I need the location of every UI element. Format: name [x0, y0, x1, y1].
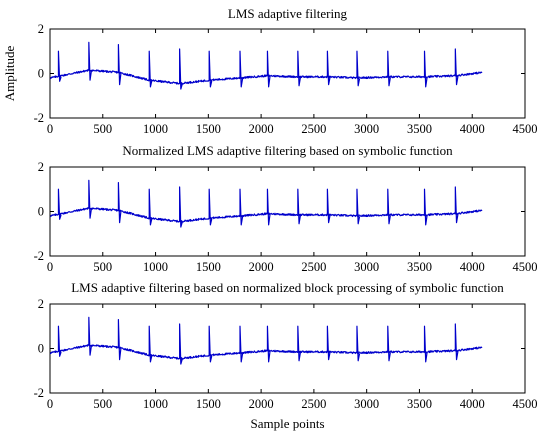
- x-tick-label: 1500: [196, 122, 221, 136]
- axes-frame: [49, 166, 526, 257]
- y-tick-label: 0: [38, 205, 44, 219]
- x-tick-label: 3000: [354, 397, 379, 411]
- signal-line: [49, 41, 483, 90]
- x-tick-label: 4500: [513, 397, 538, 411]
- axes-frame: [49, 303, 526, 394]
- x-tick-label: 3500: [407, 122, 432, 136]
- y-tick-label: -2: [34, 386, 44, 400]
- subplot-3: LMS adaptive filtering based on normaliz…: [34, 280, 538, 431]
- y-tick-label: 0: [38, 342, 44, 356]
- x-tick-label: 4500: [513, 122, 538, 136]
- y-axis-label: Amplitude: [2, 45, 17, 101]
- subplot-title: LMS adaptive filtering based on normaliz…: [71, 280, 504, 295]
- x-tick-label: 1000: [143, 397, 168, 411]
- subplot-2: Normalized LMS adaptive filtering based …: [34, 143, 538, 274]
- x-tick-label: 3000: [354, 260, 379, 274]
- x-tick-label: 3000: [354, 122, 379, 136]
- subplot-title: Normalized LMS adaptive filtering based …: [122, 143, 453, 158]
- x-tick-label: 0: [47, 397, 53, 411]
- y-tick-label: -2: [34, 249, 44, 263]
- x-tick-label: 500: [93, 122, 112, 136]
- x-tick-label: 4500: [513, 260, 538, 274]
- x-tick-label: 1500: [196, 397, 221, 411]
- x-tick-label: 4000: [460, 122, 485, 136]
- x-tick-label: 2500: [301, 397, 326, 411]
- y-tick-label: 2: [38, 297, 44, 311]
- x-tick-label: 2000: [249, 122, 274, 136]
- x-axis-label: Sample points: [250, 416, 324, 431]
- x-tick-label: 0: [47, 122, 53, 136]
- signal-line: [49, 316, 483, 365]
- subplot-title: LMS adaptive filtering: [228, 6, 348, 21]
- x-tick-label: 4000: [460, 260, 485, 274]
- x-tick-label: 2000: [249, 260, 274, 274]
- x-tick-label: 1500: [196, 260, 221, 274]
- x-tick-label: 500: [93, 260, 112, 274]
- y-tick-label: 2: [38, 22, 44, 36]
- x-tick-label: 2500: [301, 122, 326, 136]
- x-tick-label: 3500: [407, 397, 432, 411]
- x-tick-label: 0: [47, 260, 53, 274]
- x-tick-label: 3500: [407, 260, 432, 274]
- y-tick-label: 0: [38, 67, 44, 81]
- subplot-1: LMS adaptive filtering 0 500 1000 1500 2000 25…: [2, 6, 538, 136]
- x-tick-label: 1000: [143, 260, 168, 274]
- y-tick-label: 2: [38, 160, 44, 174]
- y-tick-label: -2: [34, 111, 44, 125]
- x-tick-label: 2500: [301, 260, 326, 274]
- axes-frame: [49, 28, 526, 119]
- signal-line: [49, 179, 483, 228]
- x-tick-label: 2000: [249, 397, 274, 411]
- x-tick-label: 4000: [460, 397, 485, 411]
- x-tick-label: 1000: [143, 122, 168, 136]
- x-tick-label: 500: [93, 397, 112, 411]
